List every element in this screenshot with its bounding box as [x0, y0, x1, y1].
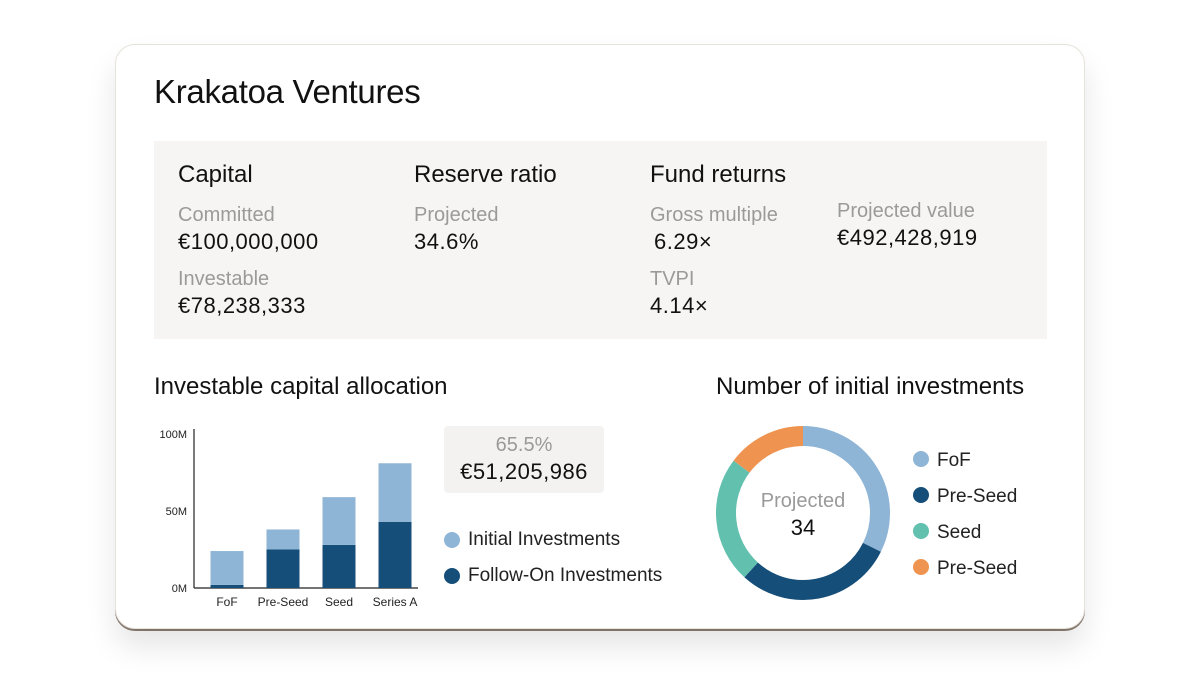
x-ticks: FoF Pre-Seed Seed Series A: [216, 595, 417, 609]
donut-legend-label[interactable]: Seed: [937, 522, 981, 543]
tvpi-value: 4.14×: [650, 293, 709, 318]
donut-legend-dot: [913, 559, 929, 575]
y-tick-label: 0M: [172, 583, 187, 595]
returns-group: Fund returns Gross multiple 6.29× TVPI 4…: [650, 161, 786, 331]
legend-follow-on-dot: [444, 568, 460, 584]
allocation-tooltip: 65.5% €51,205,986: [444, 426, 604, 493]
legend-follow-on-investments[interactable]: Follow-On Investments: [444, 565, 662, 587]
reserve-heading: Reserve ratio: [414, 161, 557, 188]
gross-multiple-value: 6.29×: [654, 229, 713, 254]
bar-pre-seed-initial[interactable]: [266, 529, 300, 550]
reserve-projected-value: 34.6%: [414, 229, 479, 254]
gross-multiple-label: Gross multiple: [650, 204, 778, 226]
tooltip-percent: 65.5%: [495, 434, 553, 456]
legend-initial-label: Initial Investments: [468, 529, 621, 550]
x-tick-label: Pre-Seed: [258, 595, 309, 609]
donut-center-value: 34: [791, 515, 815, 540]
tvpi-label: TVPI: [650, 268, 695, 290]
donut-legend-label[interactable]: Pre-Seed: [937, 486, 1017, 507]
allocation-bar-chart: 0M 50M 100M FoF Pre-Seed Seed Series A: [159, 429, 418, 609]
bar-seed-follow-on[interactable]: [322, 544, 356, 588]
x-tick-label: Series A: [373, 595, 418, 609]
fund-title: Krakatoa Ventures: [154, 73, 421, 110]
x-tick-label: FoF: [216, 595, 237, 609]
investments-donut-chart: Projected 34 FoF Pre-Seed Seed Pre-Seed: [716, 426, 1017, 600]
legend-follow-on-label: Follow-On Investments: [468, 565, 663, 586]
capital-group: Capital Committed €100,000,000 Investabl…: [178, 161, 319, 331]
investable-value: €78,238,333: [178, 293, 306, 318]
donut-slice-seed[interactable]: [716, 460, 759, 578]
stats-panel: Capital Committed €100,000,000 Investabl…: [154, 141, 1047, 339]
donut-slice-pre-seed[interactable]: [733, 426, 804, 473]
reserve-group: Reserve ratio Projected 34.6%: [414, 161, 557, 267]
donut-legend-dot: [913, 451, 929, 467]
reserve-projected-label: Projected: [414, 204, 499, 226]
donut-center-label: Projected: [761, 490, 846, 512]
bar-series-a-initial[interactable]: [378, 463, 412, 522]
projected-value-value: €492,428,919: [837, 225, 978, 250]
bar-series-a-follow-on[interactable]: [378, 521, 412, 588]
donut-legend-dot: [913, 487, 929, 503]
donut-legend-dot: [913, 523, 929, 539]
bar-fof-follow-on[interactable]: [210, 584, 244, 588]
donut-slice-pre-seed[interactable]: [744, 542, 881, 600]
returns-heading: Fund returns: [650, 161, 787, 188]
bar-pre-seed-follow-on[interactable]: [266, 549, 300, 589]
committed-label: Committed: [178, 204, 275, 226]
bar-seed-initial[interactable]: [322, 497, 356, 545]
projected-value-label: Projected value: [837, 200, 975, 222]
bar-fof-initial[interactable]: [210, 551, 244, 585]
y-ticks: 0M 50M 100M: [159, 429, 187, 595]
y-tick-label: 100M: [159, 429, 187, 441]
tooltip-amount: €51,205,986: [460, 459, 588, 484]
legend-initial-dot: [444, 532, 460, 548]
x-tick-label: Seed: [325, 595, 353, 609]
donut-legend-label[interactable]: FoF: [937, 450, 971, 471]
bars: [210, 463, 412, 589]
y-tick-label: 50M: [166, 506, 187, 518]
donut-legend-label[interactable]: Pre-Seed: [937, 558, 1017, 579]
donut-legend: FoF Pre-Seed Seed Pre-Seed: [913, 450, 1017, 579]
investments-title: Number of initial investments: [716, 373, 1025, 400]
capital-heading: Capital: [178, 161, 253, 188]
allocation-title: Investable capital allocation: [154, 373, 448, 400]
fund-card: Krakatoa Ventures Capital Committed €100…: [115, 44, 1085, 629]
legend-initial-investments[interactable]: Initial Investments: [444, 529, 620, 551]
projected-value-group: Projected value €492,428,919: [837, 199, 978, 263]
committed-value: €100,000,000: [178, 229, 319, 254]
investable-label: Investable: [178, 268, 270, 290]
donut-slice-fof[interactable]: [802, 426, 890, 552]
donut-slices: [716, 426, 890, 600]
